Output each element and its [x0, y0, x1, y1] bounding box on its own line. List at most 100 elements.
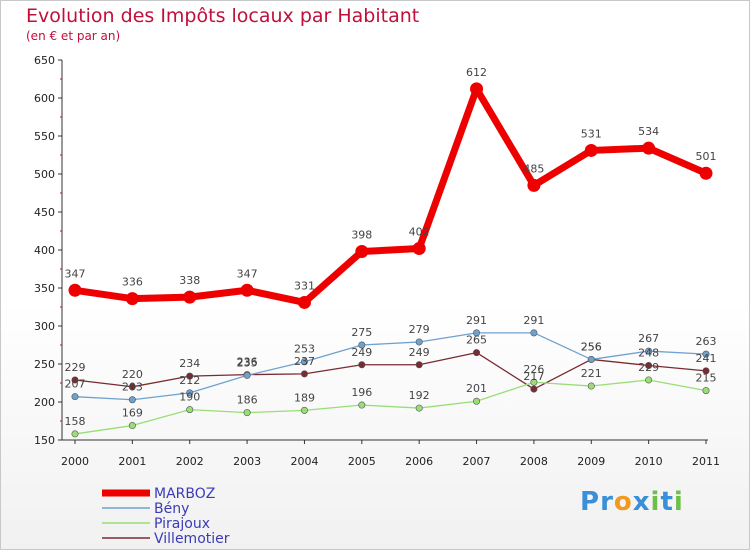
y-tick-label: 250 — [34, 358, 55, 371]
data-label: 237 — [294, 355, 315, 368]
data-point — [183, 290, 197, 304]
legend-label: Bény — [154, 501, 189, 517]
data-label: 279 — [409, 323, 430, 336]
y-tick-label: 550 — [34, 130, 55, 143]
legend-entry-pirajoux: Pirajoux — [102, 516, 210, 532]
data-label: 612 — [466, 66, 487, 79]
data-point — [415, 404, 423, 412]
data-label: 241 — [696, 352, 717, 365]
legend-label: Villemotier — [154, 531, 230, 547]
data-label: 229 — [65, 361, 86, 374]
chart-subtitle: (en € et par an) — [26, 29, 120, 43]
data-label: 169 — [122, 407, 143, 420]
series-layer — [68, 82, 713, 438]
data-label: 256 — [581, 340, 602, 353]
data-label: 215 — [696, 372, 717, 385]
data-point — [412, 241, 426, 255]
data-point — [71, 430, 79, 438]
data-label: 248 — [638, 347, 659, 360]
data-label: 226 — [523, 363, 544, 376]
series-line — [74, 379, 707, 435]
x-tick-label: 2006 — [405, 455, 433, 468]
data-point — [587, 355, 595, 363]
x-tick-label: 2000 — [61, 455, 89, 468]
data-point — [68, 283, 82, 297]
data-label: 201 — [466, 382, 487, 395]
data-label: 501 — [696, 150, 717, 163]
x-tick-label: 2005 — [348, 455, 376, 468]
chart-title: Evolution des Impôts locaux par Habitant — [26, 5, 419, 27]
data-point — [71, 393, 79, 401]
data-point — [186, 406, 194, 414]
data-point — [702, 367, 710, 375]
data-point — [702, 387, 710, 395]
data-label: 347 — [65, 267, 86, 280]
data-point — [243, 371, 251, 379]
data-label: 186 — [237, 394, 258, 407]
data-label: 398 — [351, 229, 372, 242]
data-point — [71, 376, 79, 384]
data-label: 158 — [65, 415, 86, 428]
data-point — [530, 385, 538, 393]
data-label: 331 — [294, 279, 315, 292]
data-point — [530, 378, 538, 386]
data-point — [297, 295, 311, 309]
data-point — [243, 409, 251, 417]
data-point — [125, 292, 139, 306]
data-label: 253 — [294, 343, 315, 356]
data-point — [584, 143, 598, 157]
data-label: 189 — [294, 391, 315, 404]
proxiti-logo: Proxiti — [580, 487, 684, 517]
data-point — [473, 349, 481, 357]
series-line — [74, 351, 707, 390]
data-point — [128, 383, 136, 391]
legend-label: Pirajoux — [154, 516, 210, 532]
data-point — [128, 422, 136, 430]
data-label: 190 — [179, 391, 200, 404]
legend-entry-villemotier: Villemotier — [102, 531, 230, 547]
data-label: 249 — [409, 346, 430, 359]
y-tick-label: 450 — [34, 206, 55, 219]
data-point — [186, 389, 194, 397]
data-label: 229 — [638, 361, 659, 374]
data-label: 531 — [581, 127, 602, 140]
axes: 150 200 250 300 350 400 450 500 550 600 650 2000 200… — [34, 54, 720, 468]
data-label: 203 — [122, 381, 143, 394]
data-label: 212 — [179, 374, 200, 387]
logo-letter: r — [600, 487, 614, 517]
data-point — [358, 361, 366, 369]
data-label: 263 — [696, 335, 717, 348]
logo-letter: x — [632, 487, 651, 517]
data-point — [699, 166, 713, 180]
data-label: 234 — [179, 357, 200, 370]
data-label: 236 — [237, 356, 258, 369]
data-label: 265 — [466, 334, 487, 347]
data-label: 256 — [581, 340, 602, 353]
logo-letter: o — [613, 487, 633, 517]
series-villemotier — [71, 349, 710, 393]
data-point — [415, 361, 423, 369]
y-tick-label: 650 — [34, 54, 55, 67]
x-tick-label: 2009 — [577, 455, 605, 468]
data-point — [358, 341, 366, 349]
data-label: 485 — [523, 162, 544, 175]
series-pirajoux — [71, 376, 710, 438]
y-tick-label: 350 — [34, 282, 55, 295]
data-point — [645, 362, 653, 370]
logo-letter: P — [580, 487, 601, 517]
data-point — [702, 350, 710, 358]
data-point — [300, 370, 308, 378]
data-point — [530, 329, 538, 337]
x-tick-label: 2008 — [520, 455, 548, 468]
data-label: 207 — [65, 378, 86, 391]
legend-entry-marboz: MARBOZ — [102, 486, 215, 502]
data-label: 196 — [351, 386, 372, 399]
data-label: 217 — [523, 370, 544, 383]
data-point — [300, 358, 308, 366]
data-point — [355, 245, 369, 259]
data-point — [642, 141, 656, 155]
x-tick-label: 2004 — [290, 455, 318, 468]
